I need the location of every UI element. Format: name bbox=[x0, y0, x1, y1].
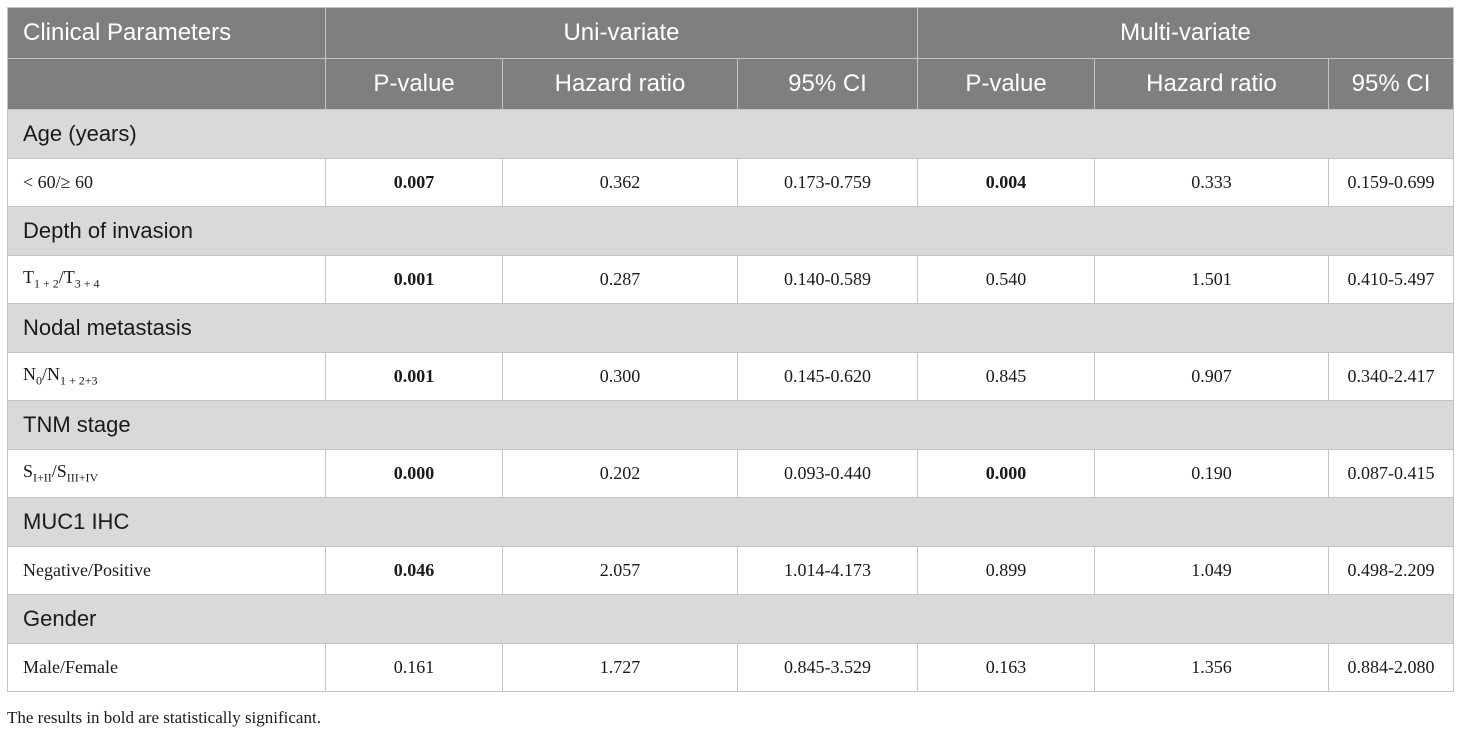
uni-hazard-ratio-cell: 1.727 bbox=[502, 643, 738, 692]
results-table: Clinical Parameters Uni-variate Multi-va… bbox=[6, 7, 1455, 692]
uni-hazard-ratio-cell: 0.300 bbox=[502, 352, 738, 401]
label-part: T bbox=[23, 267, 34, 288]
table-row: SI+II/SIII+IV 0.000 0.202 0.093-0.440 0.000 0… bbox=[7, 449, 1455, 498]
multi-ci-cell: 0.159-0.699 bbox=[1327, 158, 1455, 207]
multi-ci-cell: 0.340-2.417 bbox=[1327, 352, 1455, 401]
header-multi-variate: Multi-variate bbox=[916, 7, 1455, 59]
header-uni-ci: 95% CI bbox=[737, 58, 918, 110]
section-row: TNM stage bbox=[6, 400, 1455, 450]
section-label: Age (years) bbox=[6, 109, 1455, 159]
header-uni-p-value: P-value bbox=[325, 58, 503, 110]
multi-ci-cell: 0.884-2.080 bbox=[1327, 643, 1455, 692]
section-row: Depth of invasion bbox=[6, 206, 1455, 256]
section-row: Gender bbox=[6, 594, 1455, 644]
multi-hazard-ratio-cell: 0.190 bbox=[1094, 449, 1329, 498]
multi-p-value-cell: 0.163 bbox=[917, 643, 1095, 692]
uni-ci-cell: 0.145-0.620 bbox=[737, 352, 918, 401]
label-subscript: 1 + 2+3 bbox=[60, 373, 98, 388]
label-subscript: 1 + 2 bbox=[34, 276, 59, 291]
multi-p-value-cell: 0.540 bbox=[917, 255, 1095, 304]
header-row-sub: P-value Hazard ratio 95% CI P-value Haza… bbox=[7, 58, 1455, 110]
section-row: Nodal metastasis bbox=[6, 303, 1455, 353]
uni-p-value-cell: 0.000 bbox=[325, 449, 503, 498]
section-label: MUC1 IHC bbox=[6, 497, 1455, 547]
section-row: Age (years) bbox=[6, 109, 1455, 159]
uni-p-value-cell: 0.046 bbox=[325, 546, 503, 595]
row-label: Male/Female bbox=[7, 643, 326, 692]
table-row: N0/N1 + 2+3 0.001 0.300 0.145-0.620 0.845 0.9… bbox=[7, 352, 1455, 401]
multi-p-value-cell: 0.004 bbox=[917, 158, 1095, 207]
multi-p-value-cell: 0.899 bbox=[917, 546, 1095, 595]
label-part: /S bbox=[51, 461, 67, 482]
label-subscript: 0 bbox=[36, 373, 42, 388]
multi-hazard-ratio-cell: 1.049 bbox=[1094, 546, 1329, 595]
uni-hazard-ratio-cell: 2.057 bbox=[502, 546, 738, 595]
table-row: Negative/Positive 0.046 2.057 1.014-4.173 0.… bbox=[7, 546, 1455, 595]
row-label: < 60/≥ 60 bbox=[7, 158, 326, 207]
label-part: N bbox=[23, 364, 36, 385]
multi-p-value-cell: 0.000 bbox=[917, 449, 1095, 498]
header-uni-variate: Uni-variate bbox=[325, 7, 918, 59]
row-label: Negative/Positive bbox=[7, 546, 326, 595]
multi-hazard-ratio-cell: 0.333 bbox=[1094, 158, 1329, 207]
uni-p-value-cell: 0.001 bbox=[325, 255, 503, 304]
header-row-top: Clinical Parameters Uni-variate Multi-va… bbox=[7, 7, 1455, 59]
table-row: Male/Female 0.161 1.727 0.845-3.529 0.163 1.3… bbox=[7, 643, 1455, 692]
multi-ci-cell: 0.087-0.415 bbox=[1327, 449, 1455, 498]
label-subscript: 3 + 4 bbox=[74, 276, 100, 291]
section-label: Gender bbox=[6, 594, 1455, 644]
uni-p-value-cell: 0.001 bbox=[325, 352, 503, 401]
uni-ci-cell: 1.014-4.173 bbox=[737, 546, 918, 595]
header-clinical-parameters: Clinical Parameters bbox=[7, 7, 326, 59]
multi-ci-cell: 0.498-2.209 bbox=[1327, 546, 1455, 595]
row-label: SI+II/SIII+IV bbox=[7, 449, 326, 498]
section-row: MUC1 IHC bbox=[6, 497, 1455, 547]
table-row: < 60/≥ 60 0.007 0.362 0.173-0.759 0.004 0.333… bbox=[7, 158, 1455, 207]
uni-ci-cell: 0.845-3.529 bbox=[737, 643, 918, 692]
label-part: /T bbox=[58, 267, 75, 288]
label-part: S bbox=[23, 461, 34, 482]
section-label: Depth of invasion bbox=[6, 206, 1455, 256]
uni-hazard-ratio-cell: 0.362 bbox=[502, 158, 738, 207]
multi-hazard-ratio-cell: 1.501 bbox=[1094, 255, 1329, 304]
uni-hazard-ratio-cell: 0.287 bbox=[502, 255, 738, 304]
row-label: N0/N1 + 2+3 bbox=[7, 352, 326, 401]
label-subscript: I+II bbox=[33, 470, 52, 485]
uni-ci-cell: 0.140-0.589 bbox=[737, 255, 918, 304]
header-multi-hazard-ratio: Hazard ratio bbox=[1094, 58, 1329, 110]
header-empty-cell bbox=[7, 58, 326, 110]
uni-ci-cell: 0.093-0.440 bbox=[737, 449, 918, 498]
section-label: TNM stage bbox=[6, 400, 1455, 450]
label-subscript: III+IV bbox=[66, 470, 99, 485]
header-multi-ci: 95% CI bbox=[1327, 58, 1455, 110]
uni-ci-cell: 0.173-0.759 bbox=[737, 158, 918, 207]
uni-p-value-cell: 0.161 bbox=[325, 643, 503, 692]
row-label: T1 + 2/T3 + 4 bbox=[7, 255, 326, 304]
section-label: Nodal metastasis bbox=[6, 303, 1455, 353]
multi-hazard-ratio-cell: 1.356 bbox=[1094, 643, 1329, 692]
header-uni-hazard-ratio: Hazard ratio bbox=[502, 58, 738, 110]
table-footnote: The results in bold are statistically si… bbox=[7, 708, 321, 727]
multi-hazard-ratio-cell: 0.907 bbox=[1094, 352, 1329, 401]
multi-p-value-cell: 0.845 bbox=[917, 352, 1095, 401]
uni-p-value-cell: 0.007 bbox=[325, 158, 503, 207]
multi-ci-cell: 0.410-5.497 bbox=[1327, 255, 1455, 304]
uni-hazard-ratio-cell: 0.202 bbox=[502, 449, 738, 498]
table-row: T1 + 2/T3 + 4 0.001 0.287 0.140-0.589 0.540 1… bbox=[7, 255, 1455, 304]
label-part: /N bbox=[42, 364, 60, 385]
header-multi-p-value: P-value bbox=[917, 58, 1095, 110]
